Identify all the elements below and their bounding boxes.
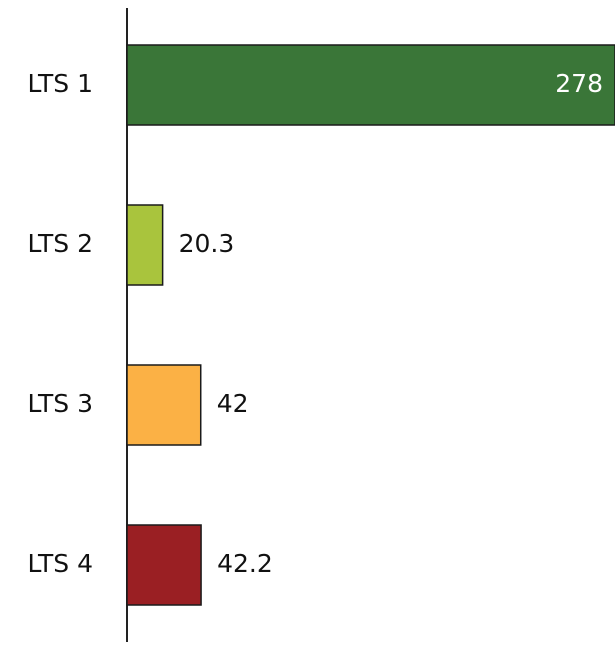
y-tick-label: LTS 1 bbox=[28, 69, 93, 98]
y-tick-label: LTS 2 bbox=[28, 229, 93, 258]
bar bbox=[126, 44, 615, 126]
bar bbox=[126, 524, 202, 606]
bar bbox=[126, 364, 202, 446]
data-label: 42 bbox=[217, 389, 249, 418]
bar bbox=[126, 204, 164, 286]
data-label: 278 bbox=[555, 69, 603, 98]
data-label: 20.3 bbox=[179, 229, 235, 258]
y-tick-label: LTS 4 bbox=[28, 549, 93, 578]
y-tick-label: LTS 3 bbox=[28, 389, 93, 418]
data-label: 42.2 bbox=[217, 549, 273, 578]
